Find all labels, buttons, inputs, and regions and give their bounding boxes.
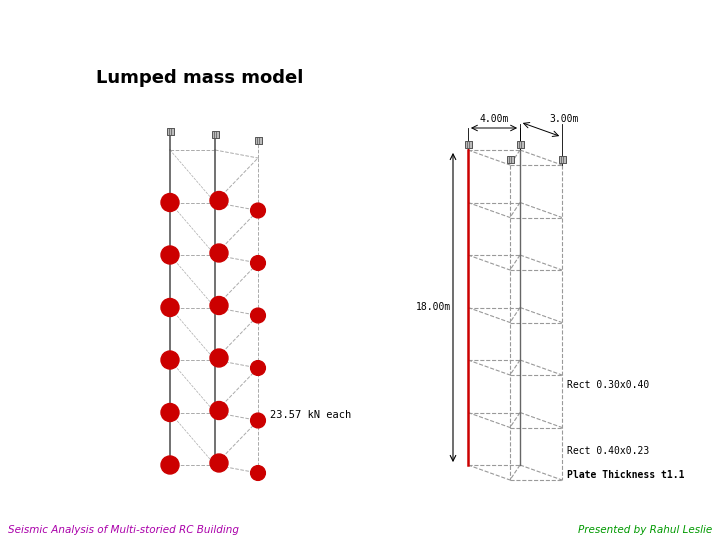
Circle shape bbox=[251, 465, 266, 481]
Text: 18.00m: 18.00m bbox=[415, 302, 451, 313]
Text: Seismic Analysis of Multi-storied RC Building: Seismic Analysis of Multi-storied RC Bui… bbox=[8, 525, 239, 535]
Text: Presented by Rahul Leslie: Presented by Rahul Leslie bbox=[577, 525, 712, 535]
Circle shape bbox=[210, 402, 228, 420]
Circle shape bbox=[161, 299, 179, 316]
Circle shape bbox=[210, 192, 228, 210]
Text: Lumped mass model: Lumped mass model bbox=[96, 69, 304, 87]
Text: Rect 0.40x0.23: Rect 0.40x0.23 bbox=[567, 446, 649, 456]
Circle shape bbox=[251, 203, 266, 218]
Circle shape bbox=[210, 349, 228, 367]
Text: Rect 0.30x0.40: Rect 0.30x0.40 bbox=[567, 380, 649, 390]
Bar bbox=[559, 156, 565, 163]
Circle shape bbox=[161, 456, 179, 474]
Bar bbox=[506, 156, 513, 163]
Text: 4.00m: 4.00m bbox=[480, 114, 509, 124]
Text: 23.57 kN each: 23.57 kN each bbox=[270, 410, 351, 421]
Text: 3.00m: 3.00m bbox=[549, 114, 578, 125]
Bar bbox=[464, 141, 472, 148]
Circle shape bbox=[161, 351, 179, 369]
Circle shape bbox=[161, 403, 179, 422]
Circle shape bbox=[210, 454, 228, 472]
Bar bbox=[212, 131, 218, 138]
Text: Plate Thickness t1.1: Plate Thickness t1.1 bbox=[567, 470, 685, 480]
Circle shape bbox=[161, 246, 179, 264]
Circle shape bbox=[210, 296, 228, 314]
Circle shape bbox=[251, 255, 266, 271]
Circle shape bbox=[251, 413, 266, 428]
Circle shape bbox=[251, 361, 266, 375]
Bar bbox=[254, 137, 261, 144]
Bar bbox=[166, 128, 174, 135]
Circle shape bbox=[210, 244, 228, 262]
Bar bbox=[516, 141, 523, 148]
Circle shape bbox=[161, 193, 179, 212]
Circle shape bbox=[251, 308, 266, 323]
